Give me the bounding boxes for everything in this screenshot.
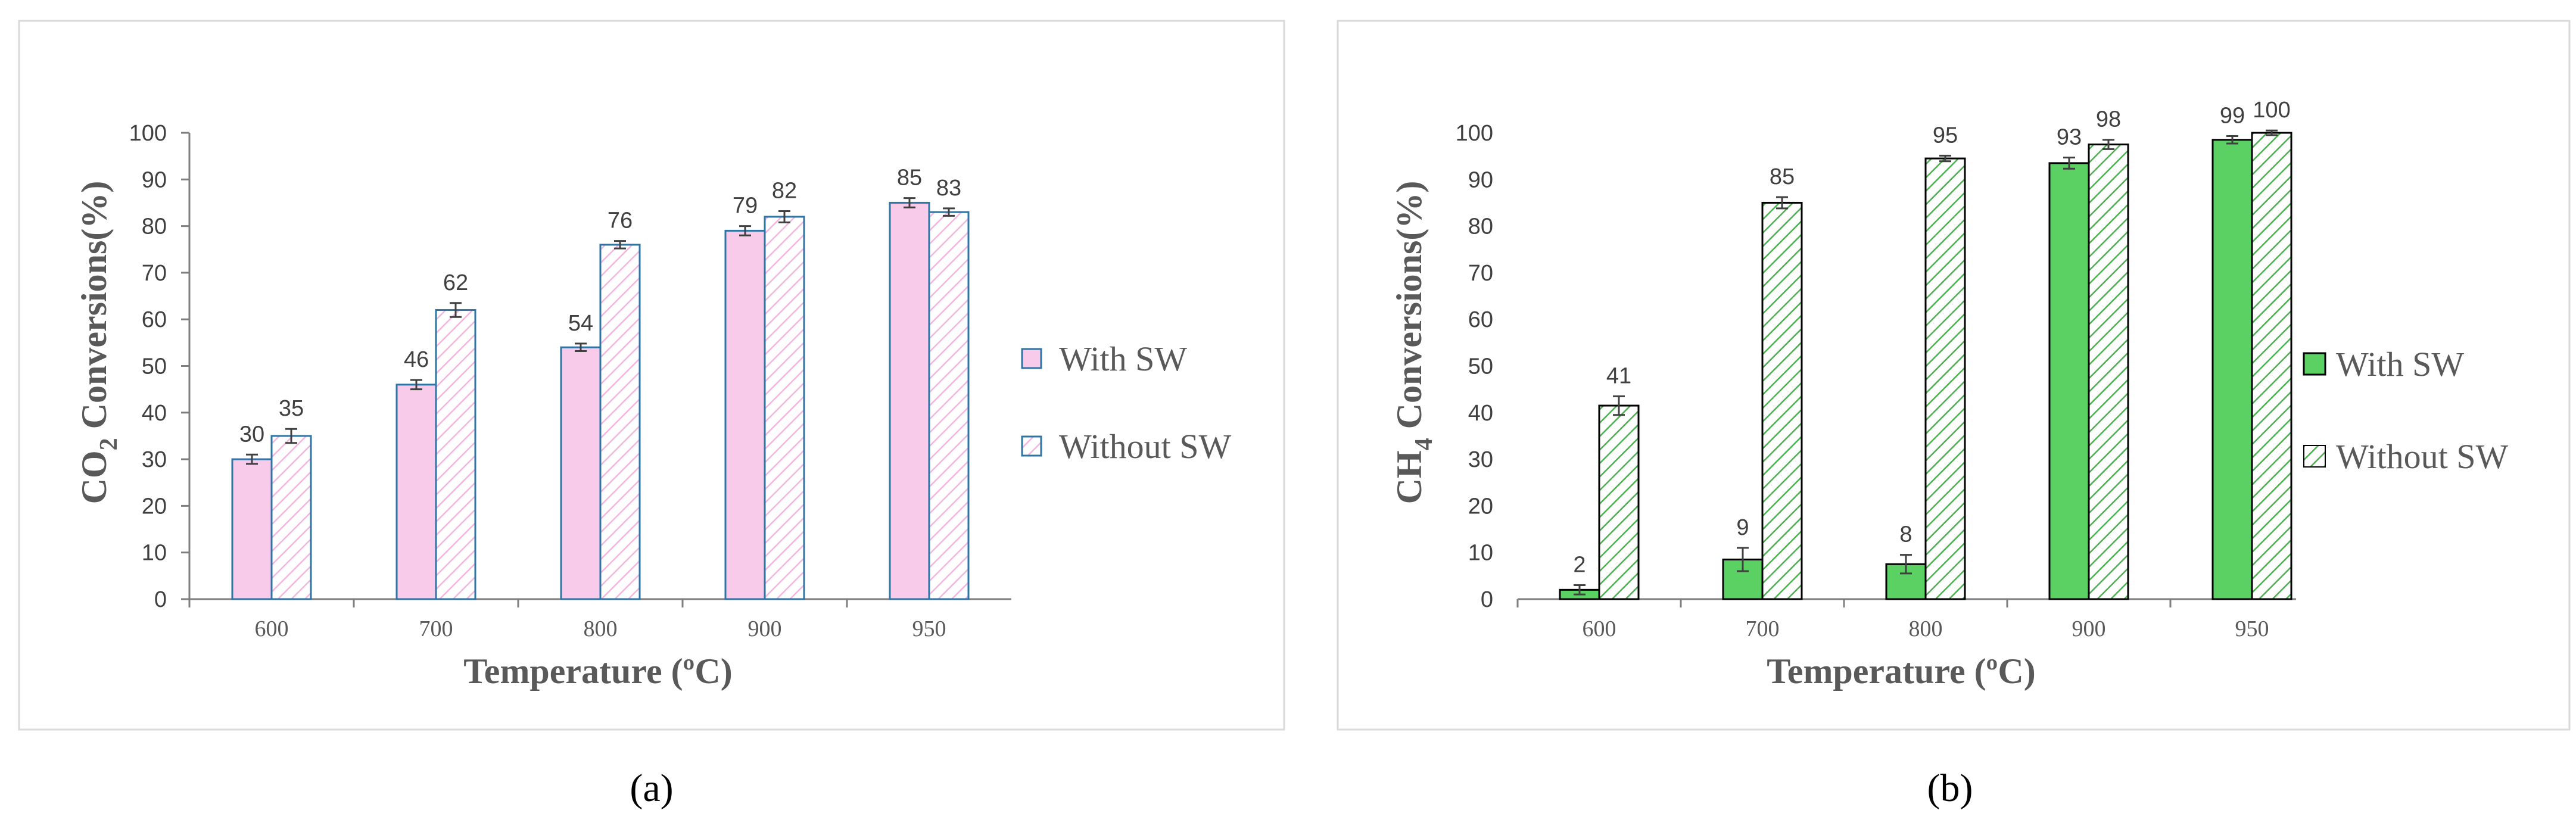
y-tick-label: 60 — [1468, 307, 1493, 332]
data-label: 95 — [1933, 123, 1958, 148]
y-tick-label: 70 — [1468, 261, 1493, 286]
y-tick-label: 50 — [1468, 354, 1493, 379]
data-label: 62 — [443, 270, 468, 295]
panel-label-b: (b) — [1927, 766, 1973, 810]
legend-label-with-sw: With SW — [2336, 345, 2464, 384]
chart-frame — [18, 20, 1285, 731]
x-tick-label: 600 — [255, 616, 289, 641]
x-tick-label: 900 — [748, 616, 782, 641]
y-axis-title: CO2 Conversions(%) — [74, 181, 123, 504]
legend-swatch-without-sw — [2303, 445, 2326, 468]
data-label: 9 — [1736, 515, 1749, 540]
bar — [435, 309, 476, 600]
data-label: 76 — [608, 208, 633, 233]
y-tick-label: 50 — [142, 354, 167, 379]
legend-swatch-without-sw — [1021, 435, 1042, 457]
bar — [764, 216, 805, 600]
x-tick-label: 800 — [1909, 616, 1943, 641]
bar — [2088, 144, 2129, 600]
y-tick-label: 10 — [142, 541, 167, 566]
x-tick-label: 900 — [2072, 616, 2106, 641]
y-tick-label: 40 — [1468, 401, 1493, 426]
data-label: 85 — [1770, 164, 1795, 189]
bar — [724, 229, 766, 600]
bar — [395, 384, 437, 600]
bar — [928, 211, 970, 600]
y-tick-label: 0 — [154, 587, 167, 612]
data-label: 85 — [897, 166, 922, 191]
x-tick-label: 700 — [419, 616, 453, 641]
data-label: 2 — [1573, 553, 1586, 578]
data-label: 35 — [279, 396, 304, 421]
legend-label-without-sw: Without SW — [1059, 427, 1232, 466]
data-label: 8 — [1899, 522, 1912, 547]
y-tick-label: 40 — [142, 401, 167, 426]
y-tick-label: 100 — [129, 121, 167, 146]
bar — [2211, 139, 2253, 600]
data-label: 83 — [936, 176, 961, 201]
x-axis-title: Temperature (ºC) — [463, 652, 732, 691]
bar — [1924, 157, 1966, 600]
y-tick-label: 30 — [142, 447, 167, 472]
x-tick-label: 600 — [1583, 616, 1616, 641]
chart-panel-a: 0 10 20 30 40 50 60 70 80 90 100 600 30 35 700 46 62 800 5… — [18, 20, 1285, 731]
y-tick-label: 0 — [1481, 587, 1493, 612]
legend: With SW Without SW — [2303, 345, 2509, 476]
bar — [1761, 201, 1803, 600]
data-label: 82 — [772, 179, 797, 204]
y-tick-label: 80 — [1468, 214, 1493, 239]
chart-panel-b: 0 10 20 30 40 50 60 70 80 90 100 600 2 41 700 9 85 800 8 95… — [1337, 20, 2571, 731]
data-label: 79 — [733, 194, 758, 219]
data-label: 99 — [2220, 103, 2245, 128]
y-tick-label: 80 — [142, 214, 167, 239]
y-tick-label: 20 — [1468, 494, 1493, 519]
bar — [1598, 404, 1640, 600]
bar — [2251, 132, 2292, 600]
data-label: 41 — [1606, 363, 1631, 388]
legend-label-without-sw: Without SW — [2336, 437, 2509, 476]
y-tick-label: 90 — [1468, 167, 1493, 192]
plot-area: 0 10 20 30 40 50 60 70 80 90 100 600 2 41 700 9 85 800 8 95… — [1456, 98, 2296, 641]
bar — [2048, 162, 2090, 600]
y-tick-label: 90 — [142, 167, 167, 192]
y-tick-label: 100 — [1456, 121, 1493, 146]
x-tick-label: 700 — [1746, 616, 1780, 641]
bar — [599, 244, 641, 600]
bar — [231, 458, 273, 600]
legend: With SW Without SW — [1021, 339, 1232, 466]
y-tick-label: 70 — [142, 261, 167, 286]
y-tick-label: 20 — [142, 494, 167, 519]
bar — [270, 435, 312, 600]
data-label: 46 — [404, 347, 429, 372]
x-axis-title: Temperature (ºC) — [1767, 652, 2035, 691]
data-label: 54 — [568, 311, 593, 336]
data-label: 30 — [239, 422, 264, 447]
data-label: 100 — [2253, 98, 2290, 123]
data-label: 98 — [2096, 107, 2121, 132]
panel-label-a: (a) — [630, 766, 673, 810]
legend-swatch-with-sw — [1021, 348, 1042, 369]
bar — [560, 346, 602, 600]
legend-label-with-sw: With SW — [1059, 339, 1187, 378]
y-axis-title: CH4 Conversions(%) — [1390, 181, 1438, 504]
legend-swatch-with-sw — [2303, 352, 2326, 376]
x-tick-label: 800 — [584, 616, 618, 641]
plot-area: 0 10 20 30 40 50 60 70 80 90 100 600 30 35 700 46 62 800 5… — [129, 121, 1011, 641]
x-tick-label: 950 — [912, 616, 946, 641]
y-tick-label: 10 — [1468, 541, 1493, 566]
bar — [889, 201, 930, 600]
x-tick-label: 950 — [2235, 616, 2269, 641]
data-label: 93 — [2057, 124, 2082, 149]
y-tick-label: 60 — [142, 307, 167, 332]
y-tick-label: 30 — [1468, 447, 1493, 472]
